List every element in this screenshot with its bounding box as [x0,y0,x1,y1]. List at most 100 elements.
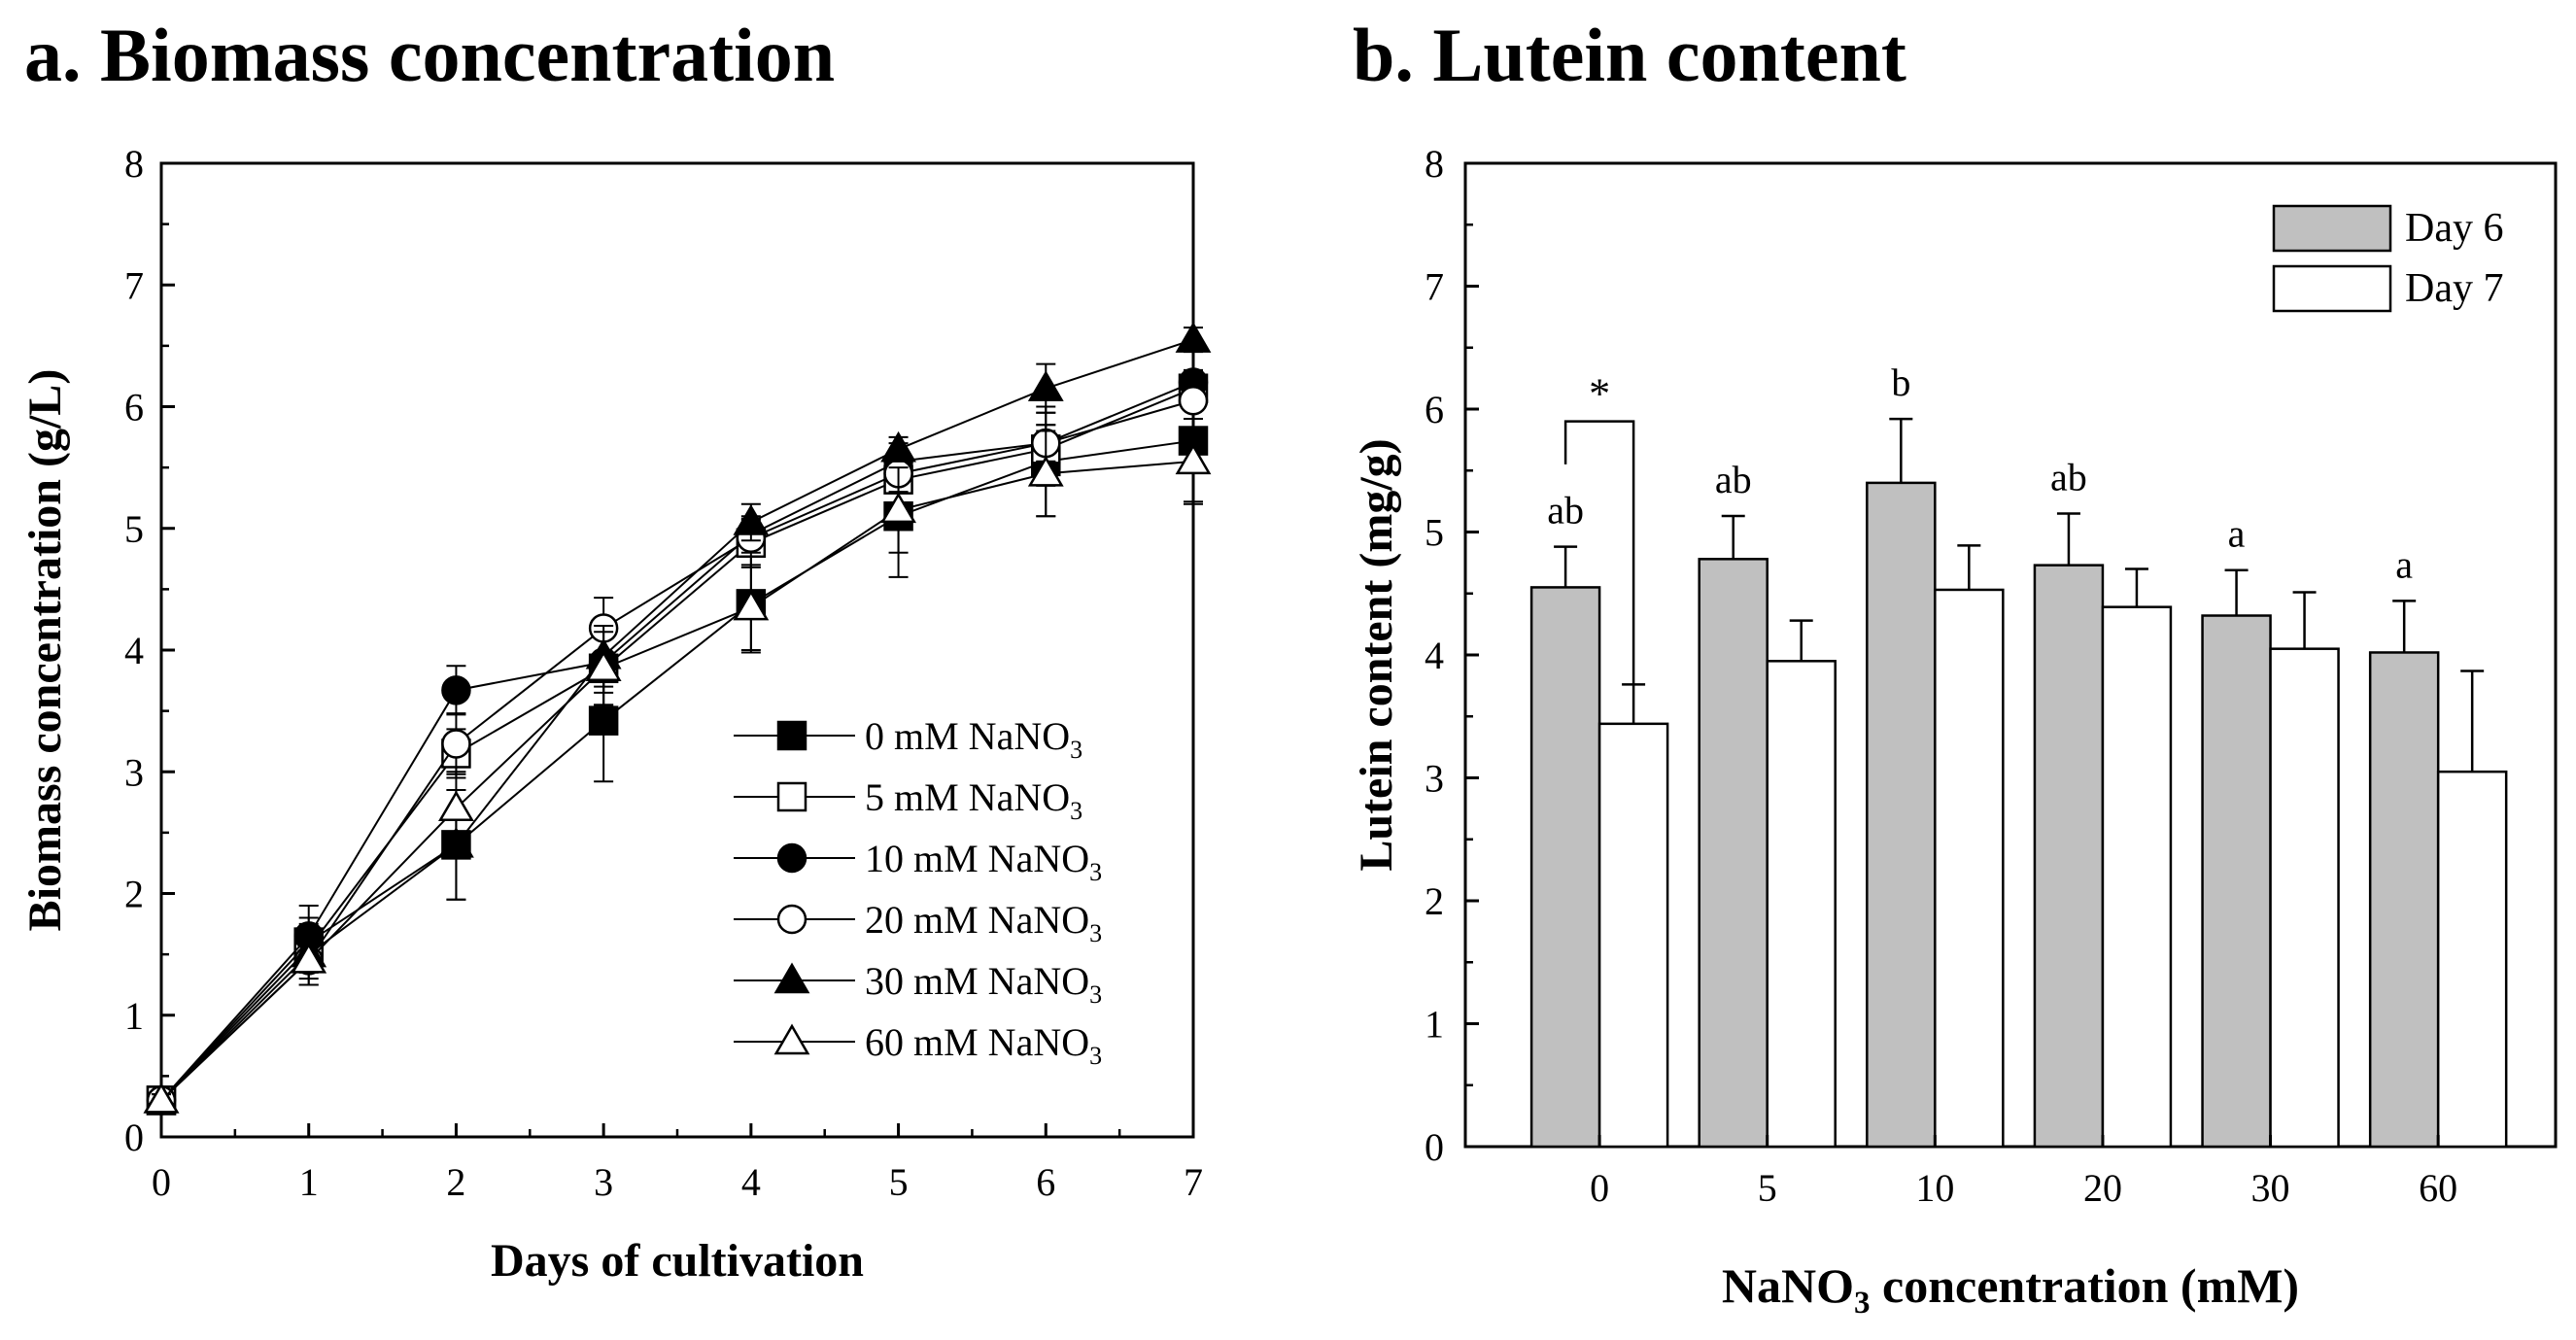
series-line [160,460,1194,1102]
bar-group-60mM: a [2368,542,2508,1149]
significance-letter: ab [2050,456,2087,499]
y-tick-label: 0 [124,1116,144,1159]
y-tick-label: 4 [124,629,144,672]
legend: 0 mM NaNO3 5 mM NaNO3 10 mM NaNO3 20 mM NaN… [734,714,1102,1070]
y-tick-label: 8 [124,142,144,186]
y-tick-label: 7 [124,263,144,307]
series-line [160,387,1194,1102]
legend-label: 0 mM NaNO3 [865,714,1082,764]
data-point [441,675,471,705]
legend-label: 10 mM NaNO3 [865,837,1102,886]
bar-day-6 [2368,651,2440,1149]
legend-swatch [2272,204,2392,253]
bracket-line [1563,420,1635,685]
y-tick-label: 0 [1425,1125,1444,1169]
x-tick-label: 0 [152,1160,171,1204]
bar-group-30mM: a [2201,512,2340,1149]
legend-marker [776,842,807,874]
bar-day-6 [2033,564,2105,1149]
y-tick-label: 6 [124,386,144,429]
x-axis-title: NaNO3 concentration (mM) [1722,1258,2299,1321]
x-tick-label: 10 [1915,1166,1954,1210]
significance-letter: ab [1715,458,1752,501]
bar-group-5mM: ab [1698,458,1837,1149]
y-tick-label: 4 [1425,634,1444,677]
legend-marker [776,720,807,751]
data-point [733,504,770,535]
x-tick-label: 5 [1758,1166,1777,1210]
bar-group-0mM: ab [1529,489,1669,1149]
y-tick-label: 6 [1425,388,1444,431]
x-tick-label: 7 [1184,1160,1203,1204]
x-tick-label: 2 [446,1160,465,1204]
x-tick-label: 30 [2251,1166,2290,1210]
data-point [1175,322,1212,353]
y-tick-label: 7 [1425,265,1444,309]
bar-day-7 [2269,647,2340,1149]
bar-day-7 [1597,722,1669,1149]
significance-letter: a [2395,542,2413,586]
bar-group-20mM: ab [2033,456,2173,1149]
legend-label: 5 mM NaNO3 [865,775,1082,825]
significance-letter: ab [1547,489,1584,533]
significance-letter: b [1891,361,1910,404]
legend-label: Day 7 [2405,266,2503,311]
biomass-line-chart: 0 1 2 3 4 5 6 7 0 1 2 3 4 5 6 7 8 Days of cultivation Biom… [19,142,1212,1287]
y-tick-label: 2 [1425,879,1444,923]
data-point [1027,455,1064,487]
series-60mM [143,418,1212,1114]
y-tick-label: 3 [124,750,144,794]
y-tick-label: 1 [1425,1003,1444,1047]
x-tick-label: 6 [1036,1160,1055,1204]
legend-marker [773,1023,810,1055]
data-point [585,650,622,682]
legend-label: 30 mM NaNO3 [865,959,1102,1009]
bar-day-7 [2436,770,2508,1149]
x-tick-label: 1 [299,1160,319,1204]
significance-bracket: * [1563,370,1635,685]
x-tick-label: 4 [741,1160,761,1204]
data-point [880,492,916,524]
legend-marker [773,962,810,994]
legend-label: Day 6 [2405,206,2503,251]
legend-marker [776,904,807,935]
x-axis-title: Days of cultivation [491,1235,864,1287]
legend-label: 20 mM NaNO3 [865,898,1102,947]
y-tick-label: 3 [1425,757,1444,801]
y-axis-title: Lutein content (mg/g) [1351,438,1402,871]
x-tick-label: 3 [594,1160,613,1204]
data-point [143,1082,180,1114]
data-point [441,729,471,759]
data-point [733,589,770,621]
x-tick-label: 0 [1590,1166,1609,1210]
chart-title-biomass: a. Biomass concentration [24,13,836,97]
x-tick-label: 60 [2419,1166,2457,1210]
bar-day-6 [1529,586,1601,1149]
data-point [1027,370,1064,401]
x-tick-label: 5 [889,1160,909,1204]
legend-label: 60 mM NaNO3 [865,1020,1102,1070]
y-tick-label: 2 [124,873,144,916]
panel-lutein: b. Lutein content 0 1 2 3 4 5 6 7 8 ab 0 ab 5 b 10 ab 20… [1292,0,2576,1340]
legend-swatch [2272,264,2392,313]
data-point [438,790,474,822]
data-point [880,430,916,463]
data-point [291,942,327,974]
bar-day-7 [1934,588,2005,1149]
data-point [588,705,619,736]
bar-day-7 [1766,660,1837,1149]
series-line [160,381,1194,1102]
bar-day-6 [2201,614,2272,1149]
y-tick-label: 1 [124,994,144,1038]
bar-day-7 [2101,605,2173,1149]
bar-day-6 [1698,558,1769,1149]
y-tick-label: 5 [124,507,144,551]
data-point [1178,385,1209,416]
y-tick-label: 5 [1425,511,1444,555]
y-tick-label: 8 [1425,142,1444,186]
bar-day-6 [1866,481,1937,1149]
legend: Day 6 Day 7 [2272,204,2503,313]
data-point [1175,443,1212,475]
legend-marker [776,781,807,812]
lutein-bar-chart: 0 1 2 3 4 5 6 7 8 ab 0 ab 5 b 10 ab 20 a 30 a 60 * Day 6 Day 7 N… [1351,142,2558,1321]
